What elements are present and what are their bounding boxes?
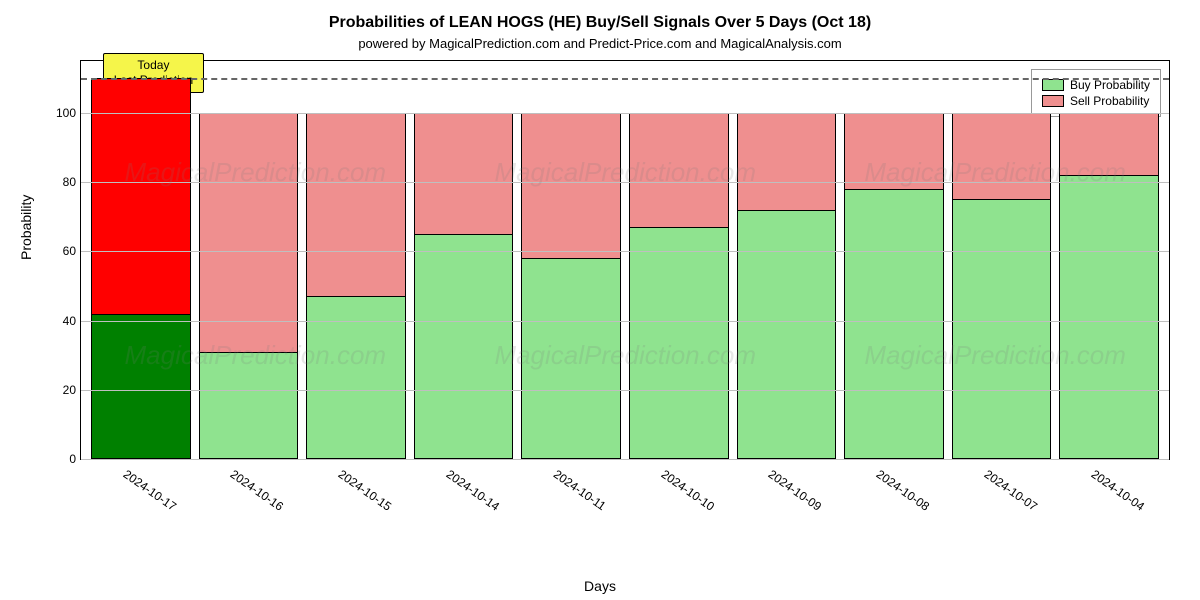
- y-axis-label: Probability: [18, 195, 34, 260]
- bar-slot: 2024-10-11: [517, 61, 625, 459]
- gridline: [81, 390, 1169, 391]
- bar-stack: [737, 113, 837, 459]
- buy-segment: [952, 199, 1052, 459]
- plot-area: Today Last Prediction Buy ProbabilitySel…: [80, 60, 1170, 460]
- buy-segment: [521, 258, 621, 459]
- sell-segment: [1059, 113, 1159, 175]
- x-axis-label: Days: [0, 578, 1200, 594]
- x-tick-label: 2024-10-15: [336, 467, 394, 514]
- x-tick-label: 2024-10-09: [766, 467, 824, 514]
- bar-slot: 2024-10-09: [733, 61, 841, 459]
- chart-title: Probabilities of LEAN HOGS (HE) Buy/Sell…: [20, 14, 1180, 32]
- reference-dash-line: [81, 78, 1169, 80]
- bar-slot: 2024-10-14: [410, 61, 518, 459]
- bar-stack: [199, 113, 299, 459]
- x-tick-label: 2024-10-14: [443, 467, 501, 514]
- gridline: [81, 113, 1169, 114]
- gridline: [81, 321, 1169, 322]
- buy-segment: [737, 210, 837, 459]
- bar-slot: 2024-10-10: [625, 61, 733, 459]
- y-tick-label: 80: [41, 175, 76, 189]
- sell-segment: [737, 113, 837, 210]
- sell-segment: [306, 113, 406, 296]
- bar-stack: [521, 113, 621, 459]
- x-tick-label: 2024-10-17: [120, 467, 178, 514]
- sell-segment: [414, 113, 514, 234]
- gridline: [81, 459, 1169, 460]
- bar-stack: [414, 113, 514, 459]
- bars-container: 2024-10-172024-10-162024-10-152024-10-14…: [81, 61, 1169, 459]
- sell-segment: [199, 113, 299, 352]
- y-tick-label: 60: [41, 244, 76, 258]
- x-tick-label: 2024-10-11: [551, 467, 609, 513]
- bar-stack: [91, 78, 191, 459]
- bar-slot: 2024-10-08: [840, 61, 948, 459]
- bar-stack: [629, 113, 729, 459]
- bar-stack: [306, 113, 406, 459]
- chart-container: Probabilities of LEAN HOGS (HE) Buy/Sell…: [0, 0, 1200, 600]
- gridline: [81, 182, 1169, 183]
- buy-segment: [91, 314, 191, 459]
- y-tick-label: 100: [41, 106, 76, 120]
- sell-segment: [521, 113, 621, 258]
- y-tick-label: 20: [41, 383, 76, 397]
- x-tick-label: 2024-10-10: [658, 467, 716, 514]
- buy-segment: [844, 189, 944, 459]
- x-tick-label: 2024-10-04: [1089, 467, 1147, 514]
- y-tick-label: 0: [41, 452, 76, 466]
- bar-stack: [1059, 113, 1159, 459]
- buy-segment: [1059, 175, 1159, 459]
- sell-segment: [952, 113, 1052, 200]
- sell-segment: [844, 113, 944, 189]
- bar-stack: [844, 113, 944, 459]
- bar-slot: 2024-10-15: [302, 61, 410, 459]
- x-tick-label: 2024-10-08: [874, 467, 932, 514]
- buy-segment: [629, 227, 729, 459]
- buy-segment: [199, 352, 299, 459]
- bar-stack: [952, 113, 1052, 459]
- bar-slot: 2024-10-07: [948, 61, 1056, 459]
- bar-slot: 2024-10-17: [87, 61, 195, 459]
- x-tick-label: 2024-10-07: [981, 467, 1039, 514]
- bar-slot: 2024-10-04: [1055, 61, 1163, 459]
- buy-segment: [414, 234, 514, 459]
- sell-segment: [629, 113, 729, 227]
- y-tick-label: 40: [41, 314, 76, 328]
- x-tick-label: 2024-10-16: [228, 467, 286, 514]
- bar-slot: 2024-10-16: [195, 61, 303, 459]
- gridline: [81, 251, 1169, 252]
- chart-subtitle: powered by MagicalPrediction.com and Pre…: [20, 36, 1180, 51]
